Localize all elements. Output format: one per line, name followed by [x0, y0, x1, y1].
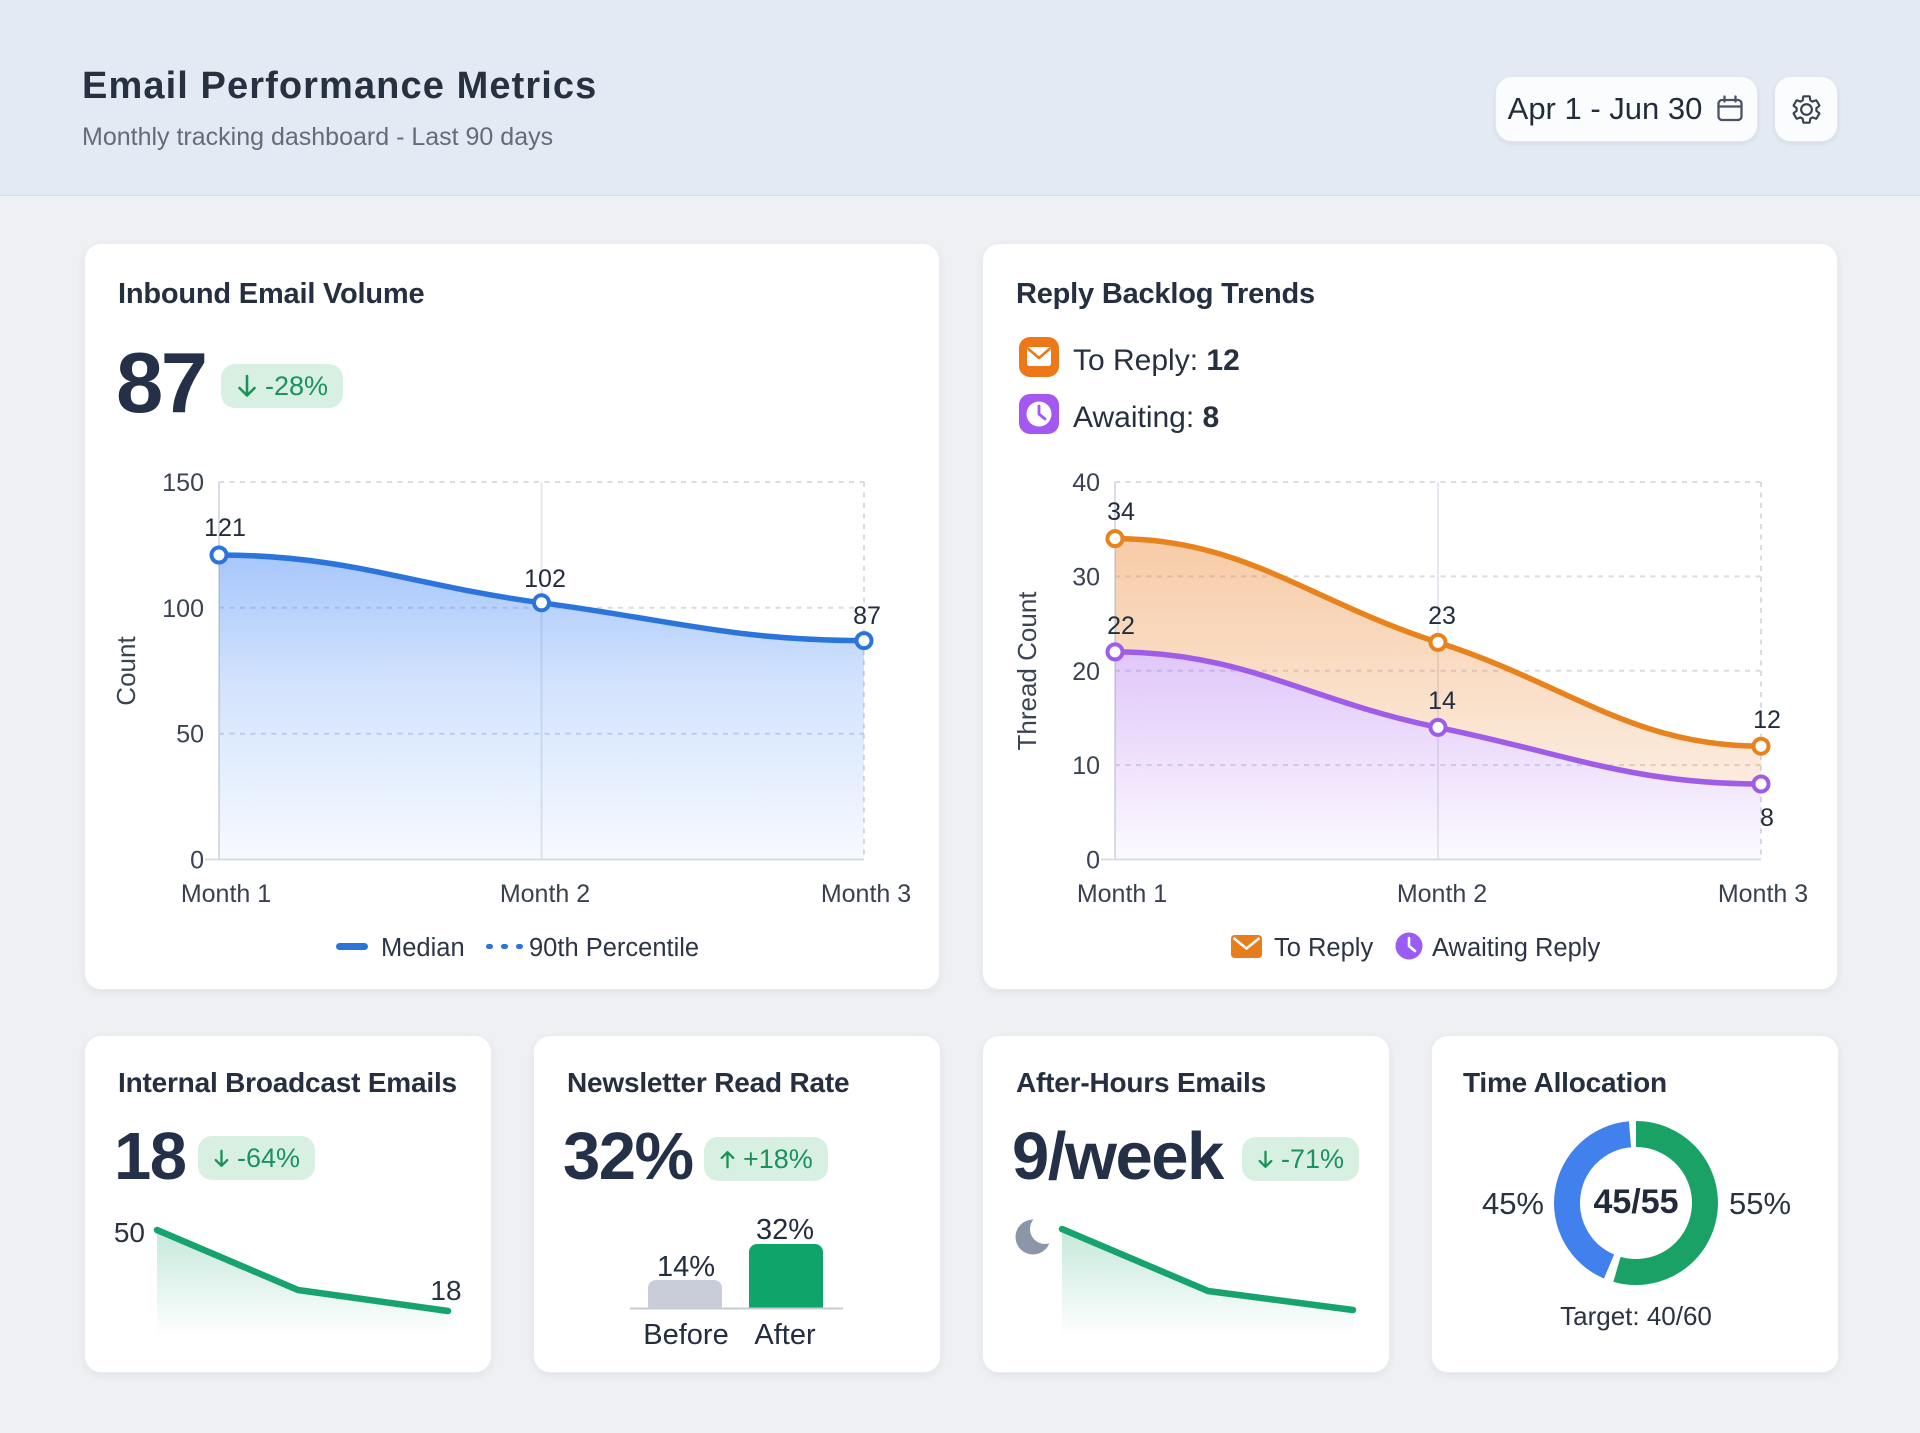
svg-text:102: 102: [524, 565, 566, 593]
svg-text:8: 8: [1760, 804, 1774, 832]
svg-text:0: 0: [190, 847, 204, 875]
svg-text:Target: 40/60: Target: 40/60: [1560, 1301, 1712, 1331]
svg-text:18: 18: [430, 1275, 461, 1306]
svg-text:121: 121: [204, 514, 246, 542]
svg-text:To Reply: 12: To Reply: 12: [1073, 344, 1240, 377]
svg-text:After: After: [754, 1319, 816, 1351]
svg-text:Month 3: Month 3: [1718, 880, 1808, 908]
svg-text:40: 40: [1072, 469, 1100, 497]
svg-text:45/55: 45/55: [1593, 1183, 1678, 1221]
svg-text:Month 2: Month 2: [1397, 880, 1487, 908]
svg-text:50: 50: [176, 721, 204, 749]
svg-text:22: 22: [1107, 612, 1135, 640]
svg-text:Month 3: Month 3: [821, 880, 911, 908]
svg-text:14: 14: [1428, 687, 1456, 715]
svg-text:45%: 45%: [1482, 1186, 1544, 1221]
svg-text:Month 1: Month 1: [181, 880, 271, 908]
svg-text:30: 30: [1072, 563, 1100, 591]
svg-text:10: 10: [1072, 752, 1100, 780]
svg-text:87: 87: [853, 602, 881, 630]
svg-text:100: 100: [162, 595, 204, 623]
svg-text:23: 23: [1428, 602, 1456, 630]
svg-text:Awaiting: 8: Awaiting: 8: [1073, 401, 1219, 434]
svg-text:Count: Count: [111, 636, 141, 706]
svg-text:Month 1: Month 1: [1077, 880, 1167, 908]
svg-text:Before: Before: [643, 1319, 728, 1351]
svg-text:20: 20: [1072, 658, 1100, 686]
svg-text:Thread Count: Thread Count: [1012, 591, 1042, 751]
svg-text:14%: 14%: [657, 1251, 715, 1283]
svg-text:Median: Median: [381, 934, 465, 962]
svg-text:34: 34: [1107, 498, 1135, 526]
svg-text:32%: 32%: [756, 1214, 814, 1246]
svg-text:0: 0: [1086, 847, 1100, 875]
svg-text:150: 150: [162, 469, 204, 497]
svg-text:55%: 55%: [1729, 1186, 1791, 1221]
svg-text:50: 50: [114, 1217, 145, 1248]
svg-text:12: 12: [1753, 706, 1781, 734]
svg-text:90th Percentile: 90th Percentile: [529, 934, 699, 962]
svg-text:Awaiting Reply: Awaiting Reply: [1432, 934, 1600, 962]
svg-text:Month 2: Month 2: [500, 880, 590, 908]
svg-text:To Reply: To Reply: [1274, 934, 1373, 962]
